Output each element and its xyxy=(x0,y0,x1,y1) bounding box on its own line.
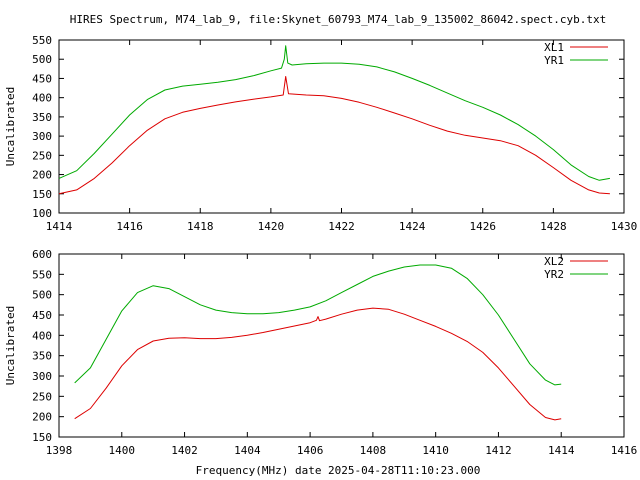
plot-frame xyxy=(58,253,625,438)
y-tick-label: 250 xyxy=(32,390,52,403)
y-tick-label: 300 xyxy=(32,130,52,143)
y-tick-label: 300 xyxy=(32,370,52,383)
x-tick-label: 1420 xyxy=(258,220,285,233)
series-line-yr2 xyxy=(74,264,562,386)
y-tick-label: 500 xyxy=(32,53,52,66)
series-line-xl1 xyxy=(58,76,610,195)
y-tick-label: 350 xyxy=(32,350,52,363)
y-axis-label: Uncalibrated xyxy=(4,87,17,166)
y-tick-label: 450 xyxy=(32,309,52,322)
x-tick-label: 1428 xyxy=(540,220,567,233)
y-tick-label: 550 xyxy=(32,34,52,47)
x-tick-label: 1404 xyxy=(234,444,261,457)
y-tick-label: 400 xyxy=(32,329,52,342)
x-axis-label: Frequency(MHz) date 2025-04-28T11:10:23.… xyxy=(196,464,481,477)
x-tick-label: 1422 xyxy=(328,220,355,233)
x-tick-label: 1410 xyxy=(422,444,449,457)
legend-label-yr1: YR1 xyxy=(544,54,564,67)
x-tick-label: 1416 xyxy=(611,444,638,457)
y-tick-label: 250 xyxy=(32,149,52,162)
plot-bottom: 1398 1400 1402 1404 1406 1408 1410 1412 1414 1416… xyxy=(4,248,637,457)
x-tick-label: 1418 xyxy=(187,220,214,233)
y-tick-label: 200 xyxy=(32,169,52,182)
x-tick-label: 1400 xyxy=(109,444,136,457)
y-tick-label: 200 xyxy=(32,411,52,424)
y-tick-label: 150 xyxy=(32,431,52,444)
y-tick-label: 450 xyxy=(32,72,52,85)
y-axis-label: Uncalibrated xyxy=(4,306,17,385)
y-tick-label: 550 xyxy=(32,268,52,281)
x-tick-label: 1414 xyxy=(548,444,575,457)
x-tick-label: 1398 xyxy=(46,444,73,457)
x-tick-label: 1414 xyxy=(46,220,73,233)
y-tick-label: 600 xyxy=(32,248,52,261)
x-tick-label: 1430 xyxy=(611,220,638,233)
plot-top: 1414 1416 1418 1420 1422 1424 1426 1428 1430 100 1… xyxy=(4,34,637,233)
chart-title: HIRES Spectrum, M74_lab_9, file:Skynet_6… xyxy=(70,13,606,26)
y-tick-label: 100 xyxy=(32,207,52,220)
x-tick-label: 1406 xyxy=(297,444,324,457)
y-tick-label: 150 xyxy=(32,188,52,201)
legend-label-yr2: YR2 xyxy=(544,268,564,281)
x-tick-label: 1408 xyxy=(360,444,387,457)
y-tick-label: 500 xyxy=(32,289,52,302)
legend-label-xl1: XL1 xyxy=(544,41,564,54)
plot-frame xyxy=(58,39,625,214)
x-tick-label: 1424 xyxy=(399,220,426,233)
y-tick-label: 400 xyxy=(32,92,52,105)
y-tick-label: 350 xyxy=(32,111,52,124)
x-tick-label: 1416 xyxy=(116,220,143,233)
series-line-xl2 xyxy=(74,307,562,421)
x-tick-label: 1412 xyxy=(485,444,512,457)
x-tick-label: 1426 xyxy=(470,220,497,233)
x-tick-label: 1402 xyxy=(171,444,198,457)
legend-label-xl2: XL2 xyxy=(544,255,564,268)
series-line-yr1 xyxy=(58,45,610,181)
